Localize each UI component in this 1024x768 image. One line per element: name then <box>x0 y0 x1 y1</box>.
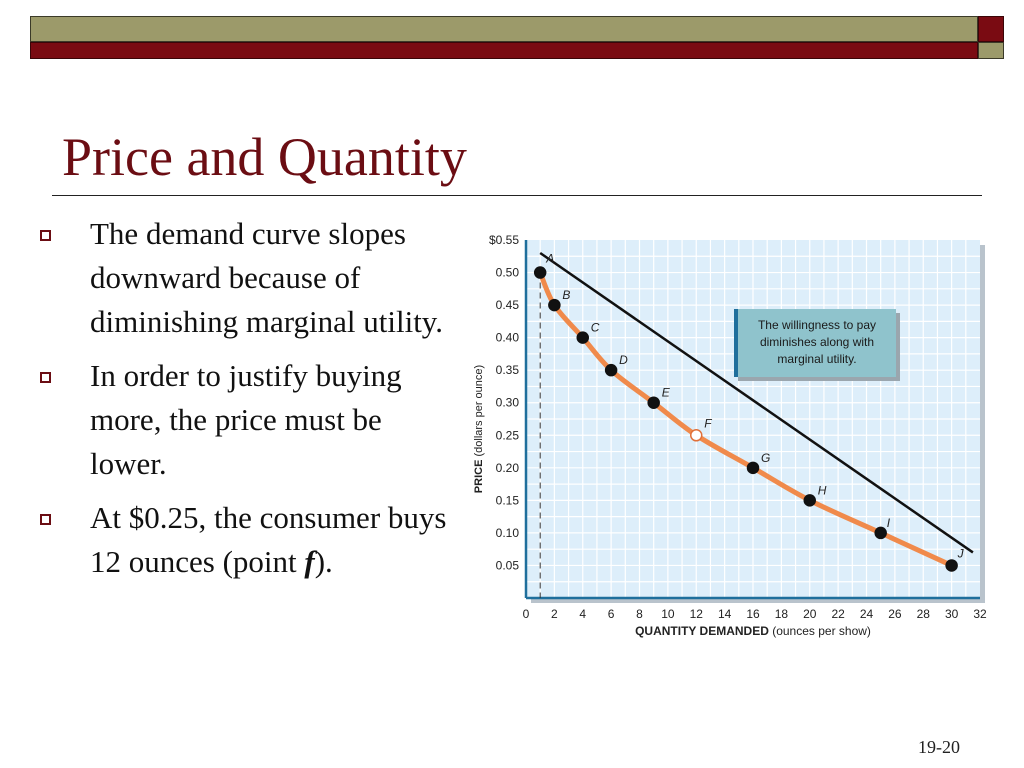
y-tick-label: 0.30 <box>496 396 520 410</box>
x-tick-label: 26 <box>888 607 902 621</box>
point-label-i: I <box>887 516 891 530</box>
square-bullet-icon <box>40 230 51 241</box>
data-point-j <box>945 559 958 572</box>
x-axis-label-unit: (ounces per show) <box>772 624 871 638</box>
callout-text-line: The willingness to pay <box>758 318 876 332</box>
x-tick-label: 14 <box>718 607 732 621</box>
y-tick-label: 0.05 <box>496 558 520 572</box>
point-label-e: E <box>662 386 671 400</box>
x-tick-label: 4 <box>579 607 586 621</box>
data-point-e <box>647 396 660 409</box>
x-tick-label: 10 <box>661 607 675 621</box>
point-label-c: C <box>591 321 600 335</box>
demand-curve-chart: 0 2 4 6 8 10 12 14 16 18 20 22 24 26 28 30 320.050.100.1… <box>473 233 987 638</box>
bullet-text: In order to justify buying more, the pri… <box>90 358 402 481</box>
square-bullet-icon <box>40 514 51 525</box>
x-tick-label: 20 <box>803 607 817 621</box>
point-label-a: A <box>545 252 554 266</box>
y-tick-label: 0.50 <box>496 266 520 280</box>
demand-curve-line <box>537 270 955 568</box>
point-label-g: G <box>761 451 770 465</box>
x-tick-label: 8 <box>636 607 643 621</box>
slide-number: 19-20 <box>918 737 960 757</box>
x-axis-label: QUANTITY DEMANDED (ounces per show) <box>635 624 871 638</box>
point-label-f: F <box>704 416 712 430</box>
bullet-text: At $0.25, the consumer buys 12 ounces (p… <box>90 500 447 579</box>
callout-box <box>734 309 896 377</box>
bullet-emphasis: f <box>304 544 315 579</box>
data-point-d <box>604 363 618 377</box>
bullet-item: At $0.25, the consumer buys 12 ounces (p… <box>36 496 461 584</box>
bullet-text: The demand curve slopes downward because… <box>90 216 444 339</box>
slide-title: Price and Quantity <box>62 127 467 187</box>
bullet-item: In order to justify buying more, the pri… <box>36 354 461 486</box>
data-point-i <box>874 526 887 540</box>
x-tick-label: 30 <box>945 607 959 621</box>
y-tick-label: 0.10 <box>496 526 520 540</box>
y-tick-label: 0.25 <box>496 428 520 442</box>
x-tick-label: 22 <box>831 607 845 621</box>
title-divider <box>52 195 982 196</box>
data-point-f <box>690 429 703 442</box>
x-tick-label: 6 <box>608 607 615 621</box>
x-tick-label: 32 <box>973 607 987 621</box>
data-point-a <box>533 266 547 279</box>
y-tick-label: 0.20 <box>496 461 520 475</box>
bullet-item: The demand curve slopes downward because… <box>36 212 461 344</box>
header-bar-red <box>30 42 978 59</box>
x-tick-label: 0 <box>523 607 530 621</box>
x-axis-label-bold: QUANTITY DEMANDED <box>635 624 772 638</box>
x-tick-label: 2 <box>551 607 558 621</box>
y-tick-label: 0.35 <box>496 363 520 377</box>
data-point-b <box>548 298 561 312</box>
y-axis-label-unit: (dollars per ounce) <box>473 365 485 457</box>
x-tick-label: 28 <box>917 607 931 621</box>
header-corner-olive <box>978 42 1004 59</box>
callout-text-line: marginal utility. <box>777 352 856 366</box>
bullet-text-end: ). <box>314 544 333 579</box>
x-tick-label: 16 <box>746 607 760 621</box>
data-point-h <box>803 494 816 507</box>
header-corner-red <box>978 16 1004 42</box>
bullet-list: The demand curve slopes downward because… <box>36 212 461 594</box>
y-tick-label: $0.55 <box>489 233 519 247</box>
y-tick-label: 0.45 <box>496 298 520 312</box>
y-axis-label: PRICE (dollars per ounce) <box>473 365 485 493</box>
y-tick-label: 0.40 <box>496 331 520 345</box>
x-tick-label: 24 <box>860 607 874 621</box>
y-axis-label-bold: PRICE <box>473 457 485 494</box>
data-point-c <box>576 331 589 344</box>
x-tick-label: 18 <box>775 607 789 621</box>
straight-reference-line <box>539 251 974 554</box>
header-bar-olive <box>30 16 978 42</box>
point-label-j: J <box>957 546 965 560</box>
point-label-h: H <box>818 483 827 497</box>
y-tick-label: 0.15 <box>496 493 520 507</box>
callout-accent <box>734 309 738 377</box>
square-bullet-icon <box>40 372 51 383</box>
callout-text-line: diminishes along with <box>760 335 874 349</box>
point-label-b: B <box>562 288 570 302</box>
point-label-d: D <box>619 353 628 367</box>
x-tick-label: 12 <box>690 607 704 621</box>
data-point-g <box>746 461 760 475</box>
